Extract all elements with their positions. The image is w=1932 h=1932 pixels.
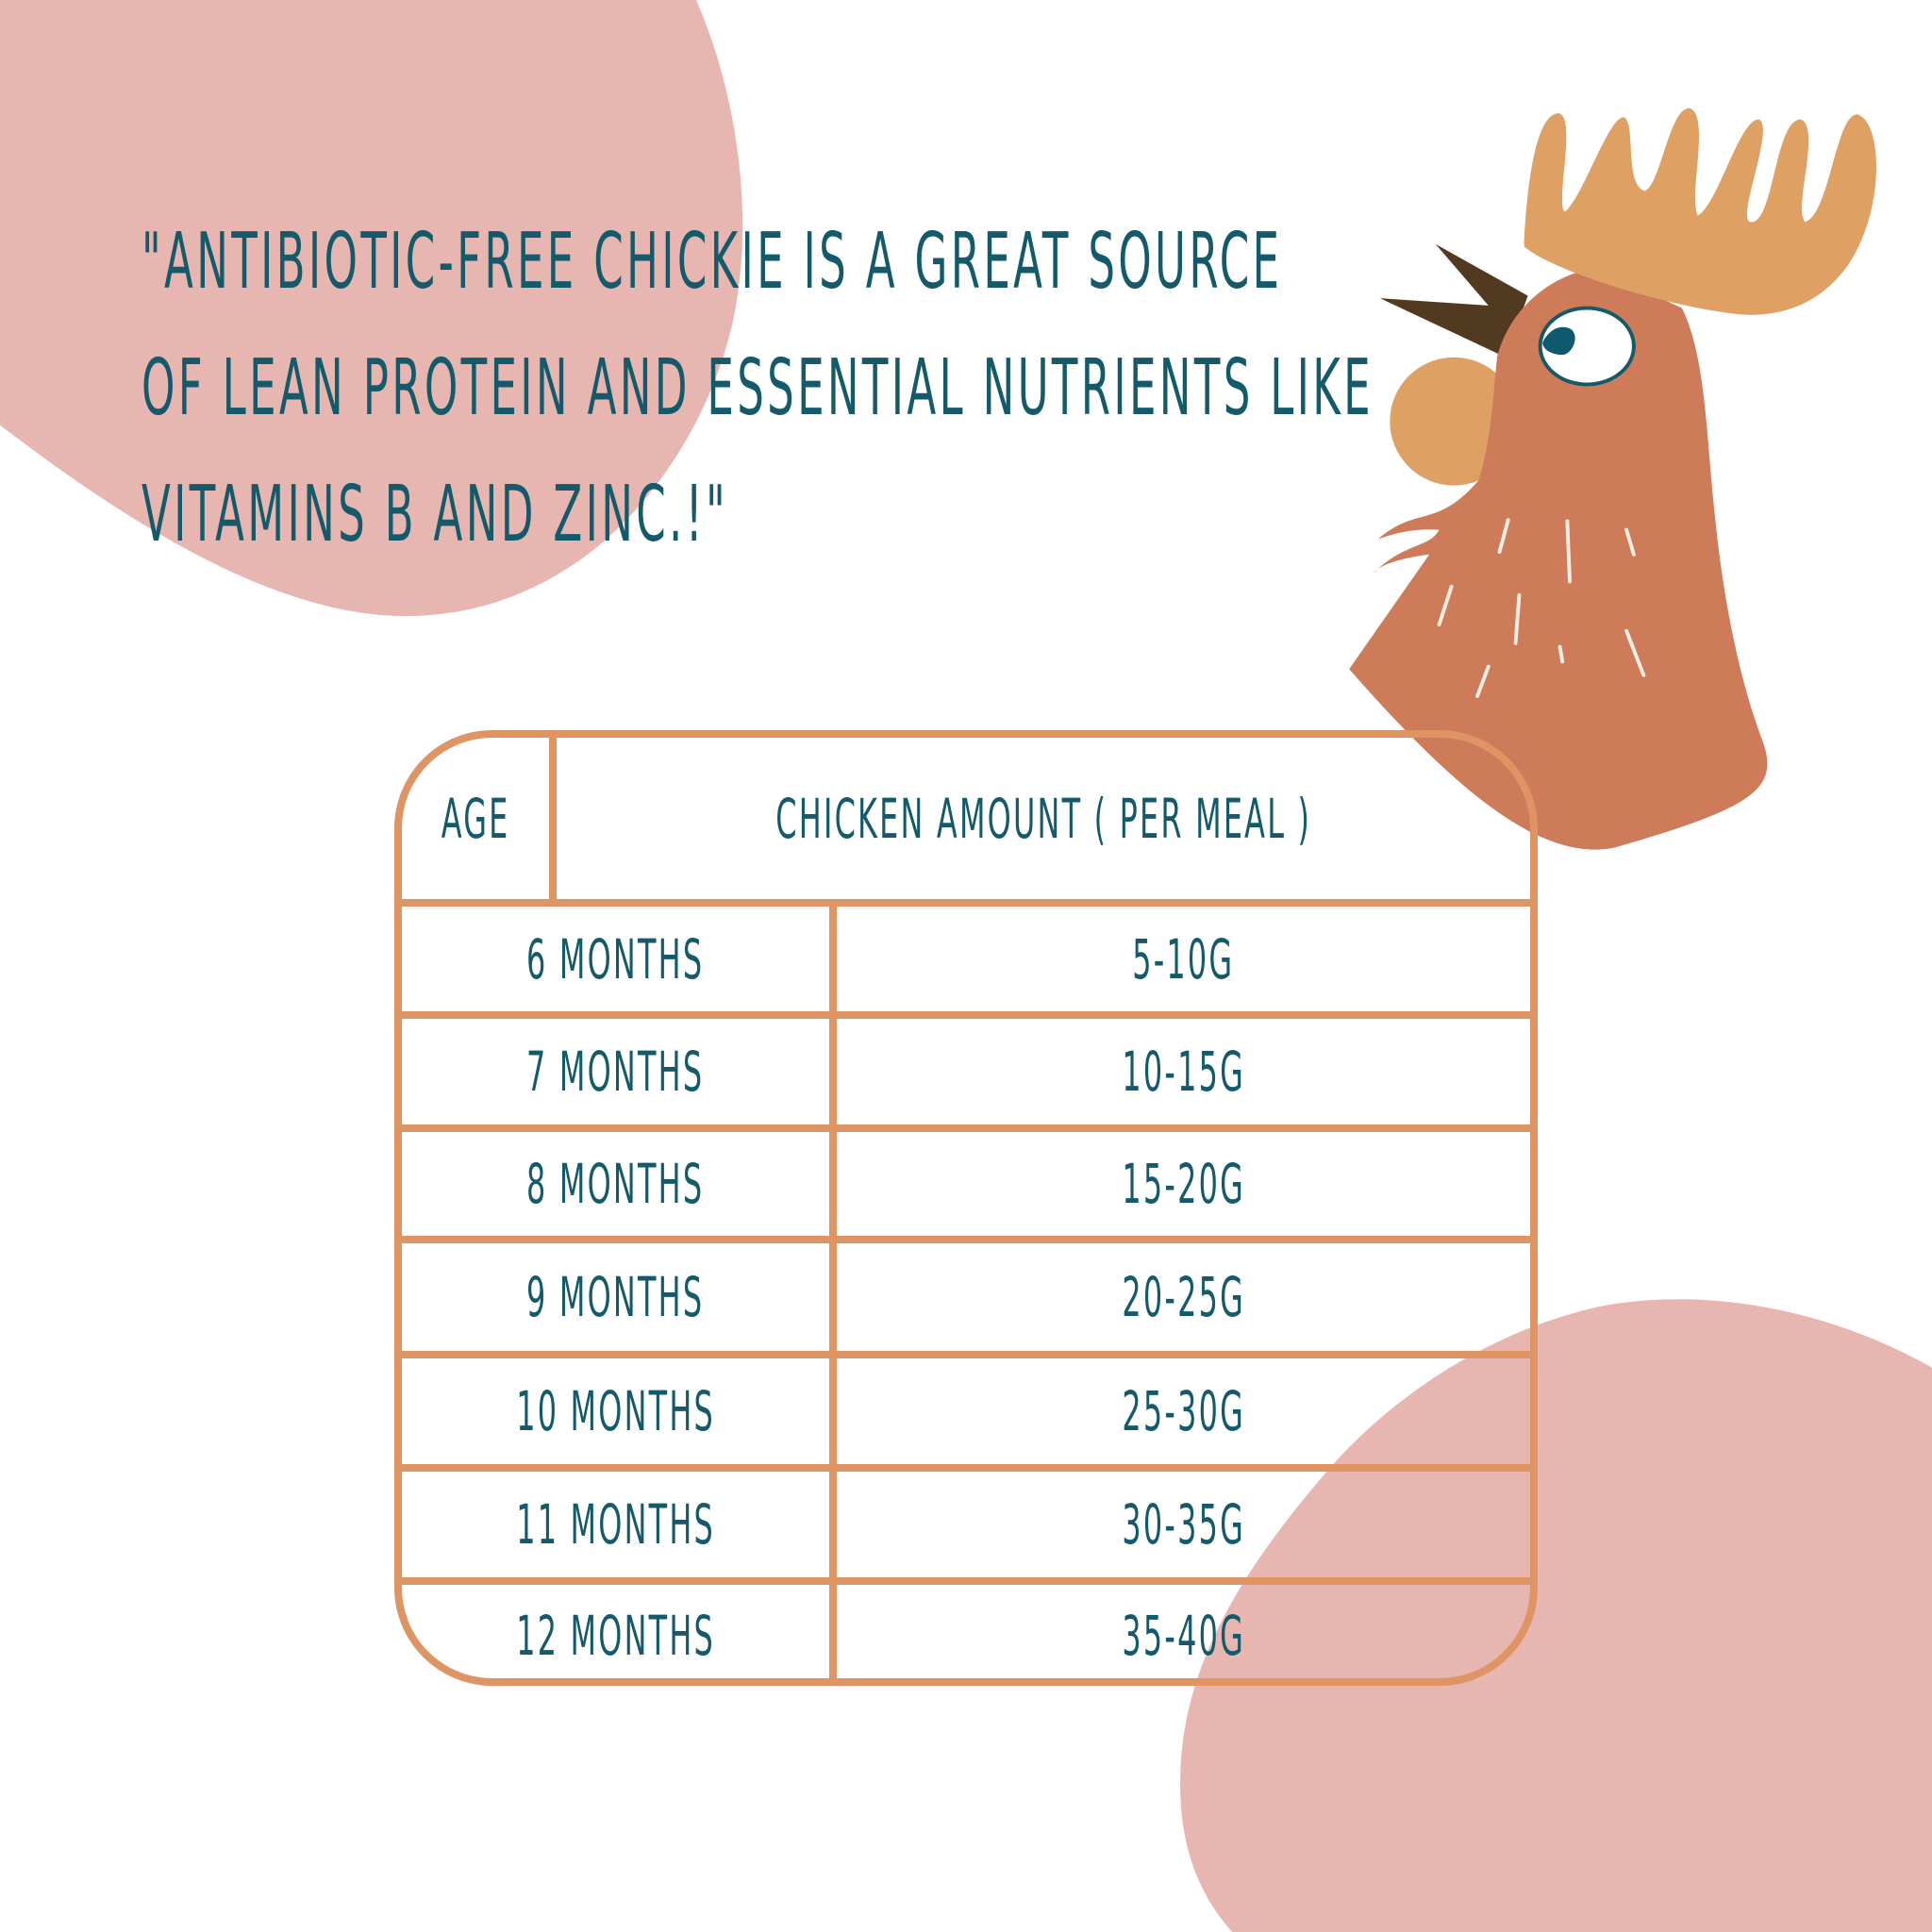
age-cell: 8 MONTHS <box>402 1132 837 1236</box>
age-cell: 10 MONTHS <box>402 1358 837 1464</box>
quote-line-2: OF LEAN PROTEIN AND ESSENTIAL NUTRIENTS … <box>142 343 1374 433</box>
rooster-pupil <box>1542 326 1575 356</box>
amount-cell: 25-30G <box>1122 1379 1245 1443</box>
amount-cell: 30-35G <box>1122 1492 1245 1557</box>
table-row: 9 MONTHS 20-25G <box>402 1243 1530 1358</box>
table-row: 11 MONTHS 30-35G <box>402 1472 1530 1585</box>
age-cell: 6 MONTHS <box>402 907 837 1011</box>
age-cell: 12 MONTHS <box>402 1585 837 1678</box>
amount-cell: 10-15G <box>1122 1040 1245 1104</box>
quote-line-1: "ANTIBIOTIC-FREE CHICKIE IS A GREAT SOUR… <box>142 217 1283 307</box>
rooster-feather-marks <box>1437 518 1646 698</box>
table-row: 7 MONTHS 10-15G <box>402 1019 1530 1132</box>
quote-line-3: VITAMINS B AND ZINC.!" <box>142 470 729 559</box>
feeding-table: AGE CHICKEN AMOUNT ( PER MEAL ) 6 MONTHS… <box>394 730 1538 1686</box>
rooster-head <box>1349 268 1768 850</box>
table-header-row: AGE CHICKEN AMOUNT ( PER MEAL ) <box>402 738 1530 907</box>
header-chicken-amount: CHICKEN AMOUNT ( PER MEAL ) <box>774 786 1311 851</box>
rooster-head-icon <box>1349 108 1876 850</box>
header-age: AGE <box>402 738 557 899</box>
table-row: 12 MONTHS 35-40G <box>402 1585 1530 1678</box>
amount-cell: 20-25G <box>1122 1265 1245 1329</box>
table-row: 10 MONTHS 25-30G <box>402 1358 1530 1472</box>
age-cell: 9 MONTHS <box>402 1243 837 1351</box>
amount-cell: 15-20G <box>1122 1152 1245 1216</box>
age-cell: 7 MONTHS <box>402 1019 837 1124</box>
amount-cell: 5-10G <box>1132 926 1235 991</box>
quote-text: "ANTIBIOTIC-FREE CHICKIE IS A GREAT SOUR… <box>142 215 1462 594</box>
amount-cell: 35-40G <box>1122 1603 1245 1668</box>
rooster-beak <box>1379 243 1528 358</box>
table-row: 8 MONTHS 15-20G <box>402 1132 1530 1243</box>
top-left-blob <box>0 0 743 617</box>
bottom-right-blob <box>1180 1299 1932 1932</box>
table-row: 6 MONTHS 5-10G <box>402 907 1530 1019</box>
rooster-comb <box>1524 108 1876 315</box>
age-cell: 11 MONTHS <box>402 1472 837 1577</box>
